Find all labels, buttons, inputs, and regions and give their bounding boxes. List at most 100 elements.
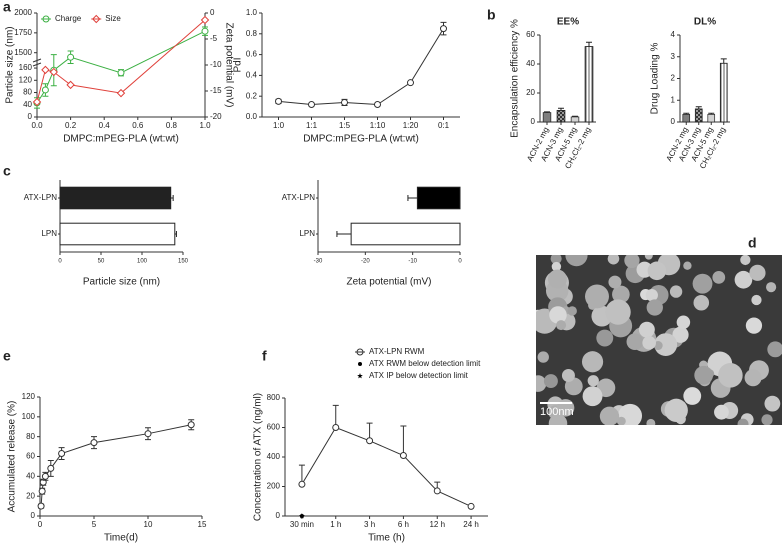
particle: [607, 255, 620, 265]
x-tick-label: 12 h: [429, 520, 445, 529]
y-tick-label: 1750: [14, 28, 32, 37]
legend-label: ATX RWM below detection limit: [369, 359, 481, 368]
y-tick-label: 0: [31, 511, 36, 520]
y-tick-label: 120: [19, 75, 33, 84]
marker: [201, 27, 209, 35]
marker: [187, 421, 195, 429]
x-tick-label: -10: [408, 259, 417, 265]
x-tick-label: 1:1: [306, 121, 318, 130]
marker: [37, 502, 45, 510]
x-axis-label: DMPC:mPEG-PLA (wt:wt): [303, 134, 419, 145]
y-tick-label: 60: [26, 452, 35, 461]
error-bar: [695, 106, 702, 109]
y-axis-label: Accumulated release (%): [7, 401, 18, 513]
particle: [547, 269, 567, 289]
marker: [433, 487, 441, 495]
marker: [58, 450, 66, 458]
x-tick-label: 1:5: [339, 121, 351, 130]
x-tick-label: 0.4: [99, 121, 111, 130]
x-tick-label: -30: [314, 259, 323, 265]
y-axis-label: Concentration of ATX (ng/ml): [253, 393, 264, 521]
error-bar: [400, 425, 407, 456]
marker: [275, 97, 282, 105]
particle: [764, 395, 781, 412]
x-axis-label: Particle size (nm): [83, 277, 160, 288]
x-tick-label: 100: [137, 259, 148, 265]
particle: [672, 326, 689, 343]
y-tick-label: 80: [23, 88, 32, 97]
marker: [66, 80, 75, 90]
particle: [761, 414, 773, 425]
marker: [67, 53, 75, 61]
bar: [59, 222, 176, 246]
y-tick-label: 60: [526, 30, 535, 39]
micrograph-particles: [536, 255, 782, 425]
particle: [734, 270, 753, 289]
bar-hatch: [694, 108, 703, 123]
particle: [536, 375, 547, 392]
particle: [740, 255, 751, 266]
marker: [358, 362, 362, 366]
marker: [407, 79, 414, 87]
bar: [707, 114, 716, 123]
x-tick-label: 0: [58, 259, 62, 265]
series-line: [278, 28, 444, 106]
marker: [41, 65, 50, 75]
y-tick-label: 2: [671, 74, 676, 83]
y-tick-label: 4: [671, 30, 676, 39]
x-tick-label: 1:0: [273, 121, 285, 130]
particle: [599, 406, 620, 425]
marker: [47, 464, 55, 472]
error-bar: [586, 41, 592, 47]
y-tick-label: 20: [526, 88, 535, 97]
error-bar: [407, 195, 418, 201]
marker: [38, 487, 46, 495]
y-tick-label: 40: [23, 100, 32, 109]
panel-label: f: [262, 348, 267, 364]
panel-label: c: [3, 163, 11, 179]
y-tick-label: 0: [276, 511, 281, 520]
x-tick-label: 0.8: [166, 121, 178, 130]
particle: [751, 294, 762, 306]
x-tick-label: -20: [361, 259, 370, 265]
x-tick-label: 1 h: [330, 520, 341, 529]
y-tick-label: 1500: [14, 48, 32, 57]
bar: [682, 114, 691, 123]
marker: [374, 101, 381, 109]
particle: [556, 320, 567, 331]
marker: [298, 480, 306, 488]
y2-tick-label: -20: [210, 112, 222, 121]
bar-hatch: [719, 62, 728, 123]
y-tick-label: ATX-LPN: [282, 193, 315, 202]
particle: [644, 255, 653, 260]
particle: [612, 285, 630, 304]
marker: [366, 437, 374, 445]
x-tick-label: 15: [198, 520, 207, 529]
y-tick-label: 3: [671, 52, 676, 61]
error-bar: [720, 58, 727, 64]
x-axis-label: Time (h): [368, 533, 405, 544]
y-tick-label: 0: [531, 117, 536, 126]
particle: [749, 264, 766, 281]
particle: [565, 255, 588, 267]
panel-label: d: [748, 235, 757, 251]
particle: [647, 261, 667, 281]
particle: [567, 306, 577, 316]
y-tick-label: 0: [671, 117, 676, 126]
x-tick-label: 10: [144, 520, 153, 529]
y-tick-label: 20: [26, 491, 35, 500]
legend-label: Charge: [55, 14, 82, 23]
particle: [616, 416, 626, 425]
legend-label: ATX IP below detection limit: [369, 371, 469, 380]
particle: [582, 386, 603, 407]
marker: [357, 373, 363, 379]
y2-tick-label: -15: [210, 86, 222, 95]
y-tick-label: 40: [526, 59, 535, 68]
y-tick-label: 1.0: [246, 8, 258, 17]
error-bar: [336, 231, 352, 237]
bar: [350, 222, 461, 246]
particle: [654, 333, 678, 357]
x-tick-label: 1.0: [199, 121, 211, 130]
bar: [416, 186, 461, 210]
x-tick-label: 150: [178, 259, 189, 265]
